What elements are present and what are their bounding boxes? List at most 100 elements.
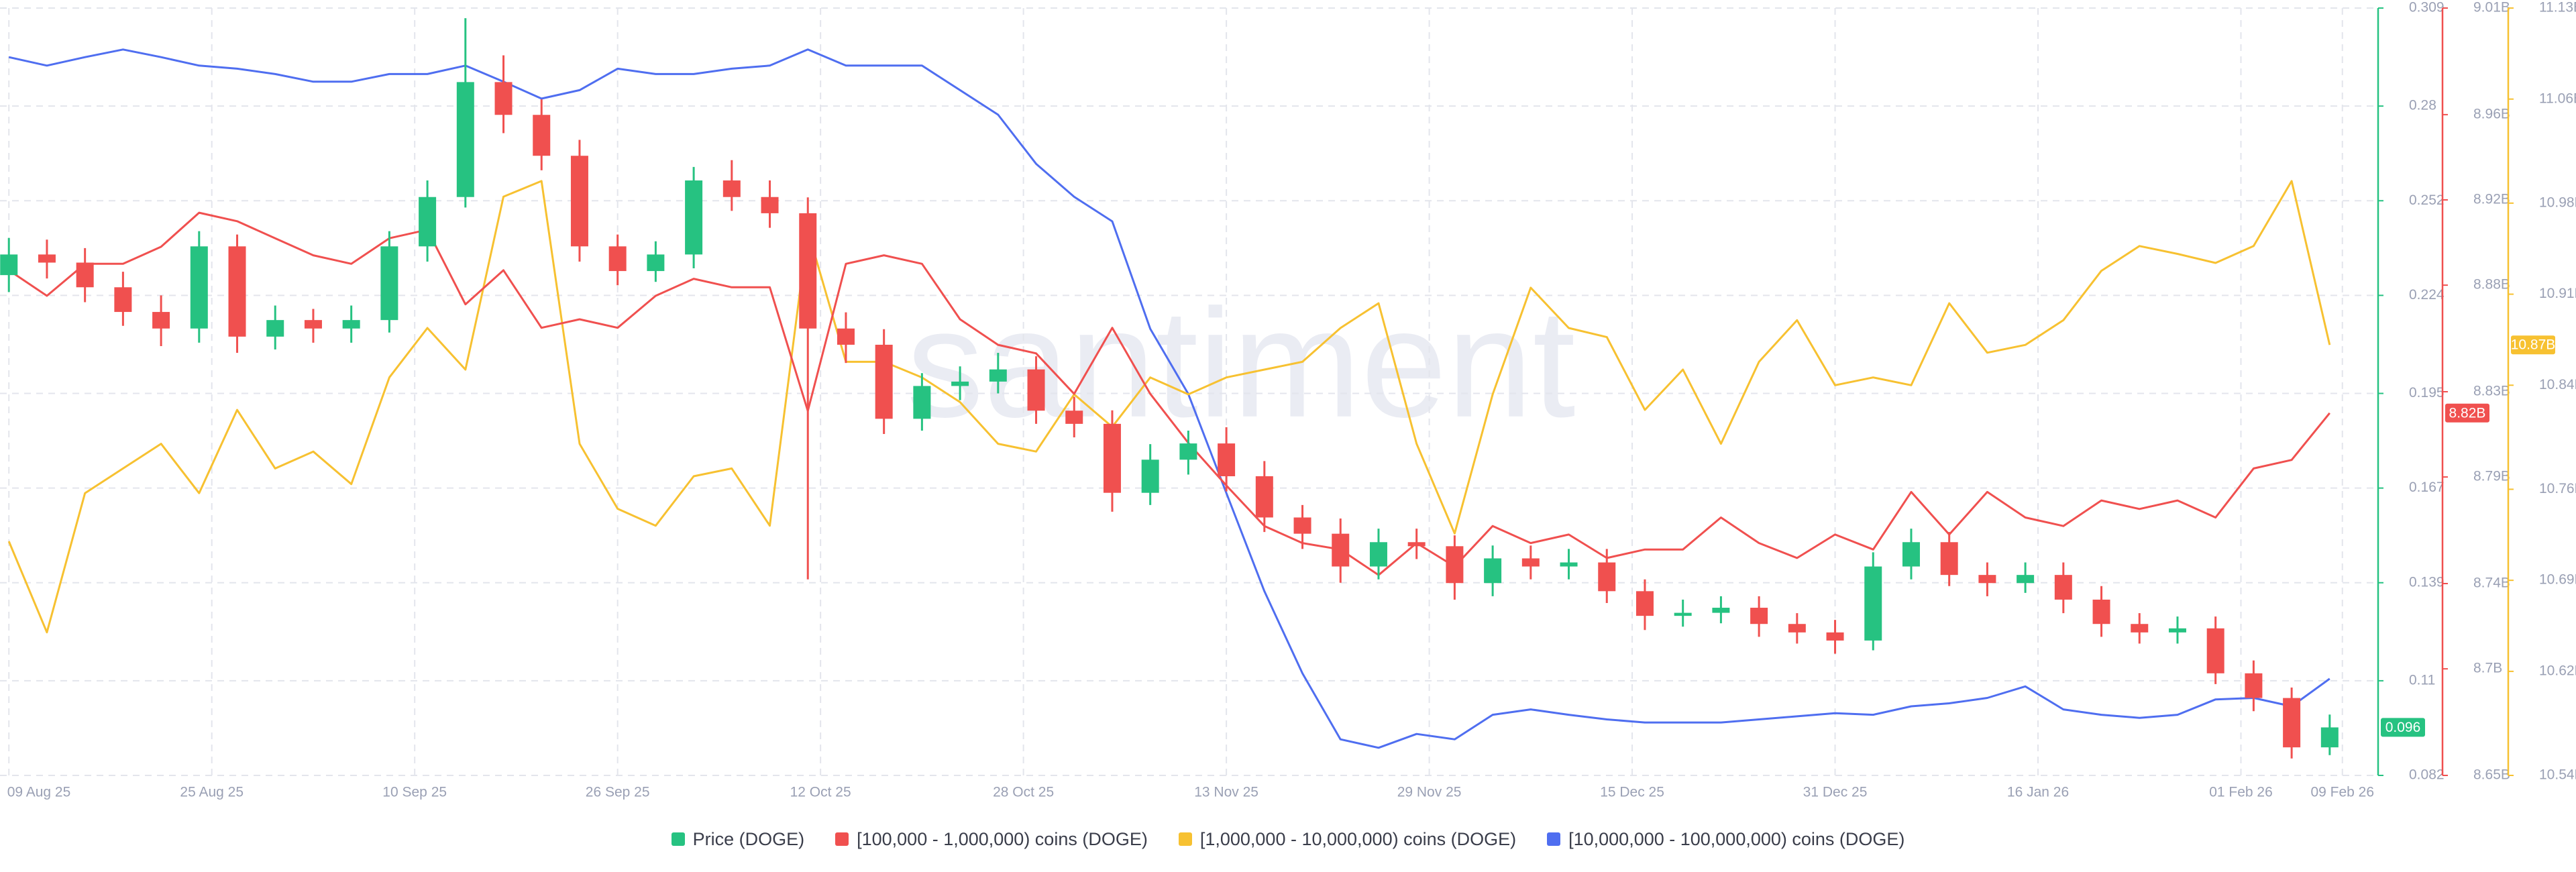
candle-body xyxy=(570,156,588,247)
candle-body xyxy=(1446,546,1464,584)
candle-body xyxy=(685,180,703,255)
candle-body xyxy=(1484,558,1502,584)
candle-body xyxy=(2054,575,2072,600)
candle-body xyxy=(228,246,246,337)
candle-body xyxy=(2206,628,2224,673)
watermark: santiment xyxy=(906,277,1575,449)
x-tick-label: 10 Sep 25 xyxy=(382,785,447,800)
candle-body xyxy=(1750,608,1768,624)
plot xyxy=(0,18,2339,759)
legend-item[interactable]: [10,000,000 - 100,000,000) coins (DOGE) xyxy=(1547,829,1904,850)
candle-body xyxy=(1598,562,1616,592)
candle-body xyxy=(1103,423,1121,493)
legend: Price (DOGE) [100,000 - 1,000,000) coins … xyxy=(0,822,2576,856)
value-badge-label: 10.87B xyxy=(2511,337,2556,353)
candle-body xyxy=(1521,558,1540,567)
value-badge-label: 0.096 xyxy=(2385,720,2421,735)
y-tick-label: 10.76B xyxy=(2539,481,2576,496)
candle-body xyxy=(799,213,817,329)
candle-body xyxy=(76,262,94,288)
candle-body xyxy=(190,246,208,329)
candle-body xyxy=(1179,443,1197,460)
candle-body xyxy=(1826,632,1844,641)
candle-body xyxy=(2320,727,2339,748)
y-tick-label: 0.309 xyxy=(2409,0,2445,15)
legend-item[interactable]: Price (DOGE) xyxy=(671,828,805,850)
y-tick-label: 8.92B xyxy=(2473,192,2510,207)
y-tick-label: 9.01B xyxy=(2473,0,2510,15)
candle-body xyxy=(1027,369,1045,411)
legend-label: [10,000,000 - 100,000,000) coins (DOGE) xyxy=(1568,828,1905,849)
candle-body xyxy=(1978,575,1996,584)
candle-body xyxy=(722,180,741,197)
candle-body xyxy=(380,246,398,321)
candle-body xyxy=(1674,612,1692,616)
candle-body xyxy=(1141,459,1159,493)
candle-body xyxy=(989,369,1007,382)
x-tick-label: 28 Oct 25 xyxy=(993,785,1054,800)
x-tick-label: 25 Aug 25 xyxy=(180,785,244,800)
chart: santiment 09 Aug 25 25 Aug 25 10 Sep 25 26 … xyxy=(0,0,2576,800)
candle-body xyxy=(647,254,665,272)
legend-swatch xyxy=(671,832,685,846)
candle-body xyxy=(875,344,893,419)
legend-item[interactable]: [100,000 - 1,000,000) coins (DOGE) xyxy=(835,829,1148,850)
candle-body xyxy=(2283,698,2301,748)
candle-body xyxy=(1712,608,1730,613)
candle-body xyxy=(342,320,360,329)
legend-label: [1,000,000 - 10,000,000) coins (DOGE) xyxy=(1199,828,1517,849)
candle-body xyxy=(608,246,627,272)
x-tick-label: 09 Aug 25 xyxy=(7,785,71,800)
candle-body xyxy=(456,82,474,197)
candle-body xyxy=(1332,533,1350,567)
x-tick-label: 29 Nov 25 xyxy=(1397,785,1462,800)
x-tick-label: 12 Oct 25 xyxy=(790,785,851,800)
candle-body xyxy=(1864,566,1882,641)
y-tick-label: 10.84B xyxy=(2539,377,2576,392)
y-tick-label: 10.91B xyxy=(2539,286,2576,301)
candle-body xyxy=(1218,443,1236,476)
legend-swatch xyxy=(835,832,849,846)
y-tick-label: 0.224 xyxy=(2409,287,2445,303)
candle-body xyxy=(38,254,56,263)
candle-body xyxy=(1369,542,1387,567)
candle-body xyxy=(761,197,779,213)
candle-body xyxy=(0,254,18,276)
series-line xyxy=(8,48,2330,749)
candle-body xyxy=(533,115,551,156)
candle-body xyxy=(1788,624,1806,633)
y-tick-label: 0.195 xyxy=(2409,385,2445,400)
candle-body xyxy=(419,197,437,247)
legend-swatch xyxy=(1178,832,1192,846)
legend-label: Price (DOGE) xyxy=(692,828,805,849)
candle-body xyxy=(1940,542,1958,576)
y-tick-label: 8.74B xyxy=(2473,576,2510,591)
y-tick-label: 0.167 xyxy=(2409,480,2445,495)
y-tick-label: 8.88B xyxy=(2473,277,2510,292)
x-tick-label: 16 Jan 26 xyxy=(2007,785,2069,800)
series-line xyxy=(7,180,2331,634)
y-tick-label: 0.082 xyxy=(2409,767,2445,783)
y-tick-label: 8.83B xyxy=(2473,384,2510,399)
candle-body xyxy=(152,312,170,329)
candle-body xyxy=(951,381,969,386)
y-tick-label: 8.7B xyxy=(2473,661,2502,676)
y-tick-label: 11.06B xyxy=(2539,91,2576,106)
candle-body xyxy=(2168,628,2186,633)
candle-body xyxy=(2017,575,2035,584)
candle-body xyxy=(2092,599,2110,624)
candle-body xyxy=(114,287,132,313)
y-tick-label: 11.13B xyxy=(2539,0,2576,15)
x-tick-label: 09 Feb 26 xyxy=(2310,785,2374,800)
y-tick-label: 8.65B xyxy=(2473,767,2510,783)
legend-item[interactable]: [1,000,000 - 10,000,000) coins (DOGE) xyxy=(1178,828,1517,850)
y-tick-label: 0.28 xyxy=(2409,98,2436,113)
legend-label: [100,000 - 1,000,000) coins (DOGE) xyxy=(857,828,1148,849)
candle-body xyxy=(266,320,284,337)
value-badge xyxy=(2381,718,2425,737)
value-badge xyxy=(2511,335,2555,355)
series-line xyxy=(8,211,2330,576)
y-tick-label: 0.252 xyxy=(2409,193,2445,208)
candle-body xyxy=(1635,591,1654,616)
